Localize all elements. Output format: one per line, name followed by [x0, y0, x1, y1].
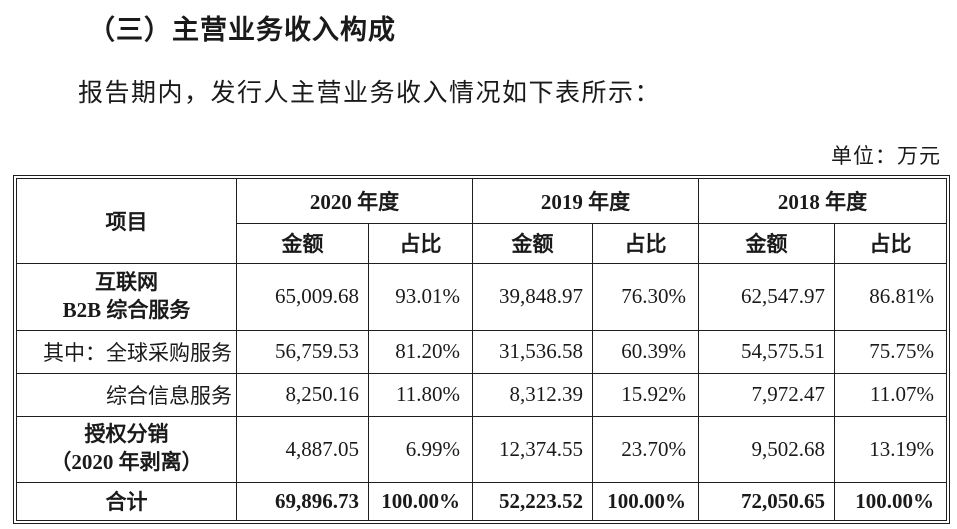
cell-amount-2019: 12,374.55: [472, 415, 593, 483]
cell-amount-2020: 69,896.73: [236, 481, 369, 521]
item-label-line2: （2020 年剥离）: [50, 450, 203, 474]
cell-ratio-2020: 81.20%: [368, 329, 473, 374]
cell-ratio-2020: 100.00%: [368, 481, 473, 521]
cell-amount-2020: 56,759.53: [236, 329, 369, 374]
cell-amount-2018: 9,502.68: [698, 415, 835, 483]
header-year-2019: 2019 年度: [472, 177, 699, 224]
header-amount-2019: 金额: [472, 222, 593, 264]
cell-amount-2020: 8,250.16: [236, 372, 369, 417]
cell-item: 授权分销 （2020 年剥离）: [16, 415, 237, 483]
table-header-row-years: 项目 2020 年度 2019 年度 2018 年度: [16, 177, 947, 264]
cell-ratio-2018: 75.75%: [834, 329, 947, 374]
header-year-2018: 2018 年度: [698, 177, 947, 224]
cell-amount-2018: 7,972.47: [698, 372, 835, 417]
cell-amount-2019: 52,223.52: [472, 481, 593, 521]
unit-note: 单位：万元: [831, 143, 941, 168]
revenue-table-outer-border: 项目 2020 年度 2019 年度 2018 年度 金额 占比 金额 占比 金…: [13, 174, 950, 524]
header-ratio-2018: 占比: [834, 222, 947, 264]
section-heading: （三）主营业务收入构成: [88, 15, 396, 45]
cell-amount-2018: 72,050.65: [698, 481, 835, 521]
cell-item: 综合信息服务: [16, 372, 237, 417]
cell-amount-2018: 62,547.97: [698, 262, 835, 331]
cell-ratio-2020: 11.80%: [368, 372, 473, 417]
cell-ratio-2019: 60.39%: [592, 329, 699, 374]
cell-item: 合计: [16, 481, 237, 521]
cell-ratio-2018: 100.00%: [834, 481, 947, 521]
header-year-2020: 2020 年度: [236, 177, 473, 224]
cell-amount-2020: 65,009.68: [236, 262, 369, 331]
row-global-procurement: 其中：全球采购服务 56,759.53 81.20% 31,536.58 60.…: [16, 329, 947, 374]
item-label-line2: B2B 综合服务: [62, 297, 191, 322]
row-integrated-information: 综合信息服务 8,250.16 11.80% 8,312.39 15.92% 7…: [16, 372, 947, 417]
cell-ratio-2020: 6.99%: [368, 415, 473, 483]
cell-ratio-2019: 15.92%: [592, 372, 699, 417]
row-total: 合计 69,896.73 100.00% 52,223.52 100.00% 7…: [16, 481, 947, 521]
item-label-line1: 互联网: [95, 269, 158, 294]
header-amount-2020: 金额: [236, 222, 369, 264]
cell-ratio-2019: 76.30%: [592, 262, 699, 331]
cell-amount-2019: 8,312.39: [472, 372, 593, 417]
cell-amount-2019: 31,536.58: [472, 329, 593, 374]
header-ratio-2019: 占比: [592, 222, 699, 264]
header-item-cell: 项目: [16, 177, 237, 264]
cell-item: 其中：全球采购服务: [16, 329, 237, 374]
cell-amount-2019: 39,848.97: [472, 262, 593, 331]
intro-text: 报告期内，发行人主营业务收入情况如下表所示：: [78, 79, 662, 107]
header-ratio-2020: 占比: [368, 222, 473, 264]
item-label-line1: 授权分销: [84, 422, 169, 447]
cell-ratio-2019: 100.00%: [592, 481, 699, 521]
cell-item: 互联网 B2B 综合服务: [16, 262, 237, 331]
cell-ratio-2020: 93.01%: [368, 262, 473, 331]
revenue-table: 项目 2020 年度 2019 年度 2018 年度 金额 占比 金额 占比 金…: [16, 177, 947, 521]
cell-ratio-2019: 23.70%: [592, 415, 699, 483]
cell-ratio-2018: 13.19%: [834, 415, 947, 483]
cell-amount-2018: 54,575.51: [698, 329, 835, 374]
cell-amount-2020: 4,887.05: [236, 415, 369, 483]
row-authorized-distribution: 授权分销 （2020 年剥离） 4,887.05 6.99% 12,374.55…: [16, 415, 947, 483]
cell-ratio-2018: 86.81%: [834, 262, 947, 331]
cell-ratio-2018: 11.07%: [834, 372, 947, 417]
row-internet-b2b: 互联网 B2B 综合服务 65,009.68 93.01% 39,848.97 …: [16, 262, 947, 331]
header-amount-2018: 金额: [698, 222, 835, 264]
